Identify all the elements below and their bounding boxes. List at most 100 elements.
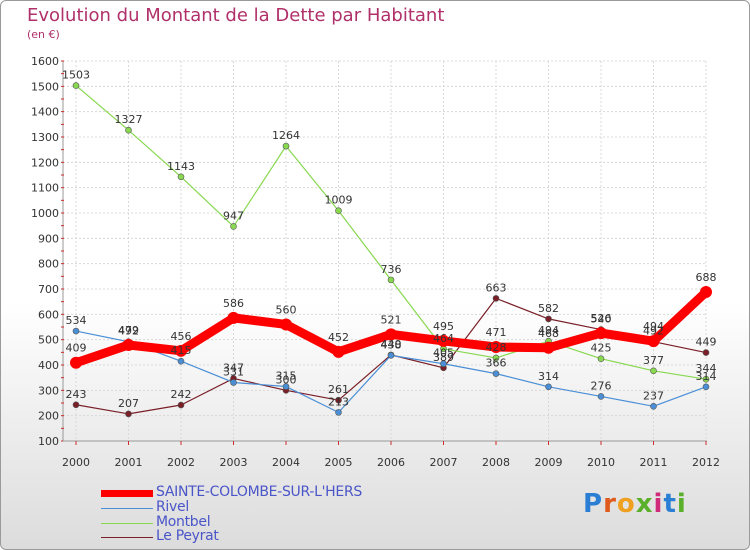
data-label-le-peyrat: 440 [381, 338, 402, 351]
data-point-montbel [282, 142, 290, 150]
data-label-sainte-colombe: 468 [538, 327, 559, 340]
data-label-rivel: 405 [433, 347, 454, 360]
data-label-montbel: 736 [381, 263, 402, 276]
logo-letter: x [635, 489, 654, 519]
data-point-sainte-colombe [595, 327, 607, 340]
y-tick-label: 900 [38, 232, 59, 245]
data-label-sainte-colombe: 688 [696, 271, 717, 284]
data-label-le-peyrat: 492 [643, 325, 664, 338]
data-label-rivel: 415 [171, 344, 192, 357]
legend-label-le-peyrat: Le Peyrat [156, 528, 219, 544]
data-point-rivel [72, 327, 80, 335]
legend-label-montbel: Montbel [156, 514, 211, 530]
data-label-rivel: 237 [643, 389, 664, 402]
data-label-montbel: 1143 [167, 160, 195, 173]
x-tick-label: 2000 [62, 456, 90, 469]
data-label-rivel: 438 [381, 338, 402, 351]
data-label-le-peyrat: 243 [66, 388, 87, 401]
x-tick-label: 2010 [587, 456, 615, 469]
data-label-montbel: 1503 [62, 69, 90, 82]
data-point-sainte-colombe [122, 338, 135, 351]
x-tick-label: 2004 [272, 456, 300, 469]
data-point-montbel [230, 223, 237, 230]
data-label-le-peyrat: 242 [171, 388, 192, 401]
data-label-montbel: 464 [433, 332, 454, 345]
logo-letter: i [676, 489, 687, 519]
data-point-le-peyrat [492, 295, 500, 302]
y-tick-label: 100 [38, 435, 59, 448]
data-label-sainte-colombe: 560 [276, 303, 297, 316]
data-point-rivel [492, 370, 500, 377]
data-label-sainte-colombe: 409 [66, 342, 87, 355]
data-label-le-peyrat: 449 [696, 336, 717, 349]
data-point-montbel [125, 126, 132, 134]
data-point-rivel [177, 357, 185, 365]
data-point-sainte-colombe [175, 344, 187, 357]
data-label-sainte-colombe: 494 [643, 320, 664, 333]
data-point-sainte-colombe [332, 345, 345, 358]
data-label-sainte-colombe: 456 [171, 330, 192, 343]
data-point-montbel [335, 207, 342, 215]
data-point-le-peyrat [335, 396, 342, 404]
data-point-rivel [597, 393, 605, 400]
data-point-montbel [387, 276, 395, 284]
data-label-sainte-colombe: 479 [118, 324, 139, 337]
y-tick-label: 1600 [31, 55, 59, 68]
data-point-sainte-colombe [647, 335, 660, 348]
x-tick-label: 2012 [692, 456, 720, 469]
data-label-montbel: 494 [538, 324, 559, 337]
data-label-sainte-colombe: 495 [433, 320, 454, 333]
data-point-sainte-colombe [437, 334, 450, 347]
chart-title: Evolution du Montant de la Dette par Hab… [27, 5, 445, 26]
x-tick-label: 2009 [535, 456, 563, 469]
data-label-montbel: 428 [486, 341, 507, 354]
data-label-rivel: 213 [328, 395, 349, 408]
legend-item-sainte-colombe: SAINTE-COLOMBE-SUR-L'HERS [101, 485, 421, 500]
data-point-sainte-colombe [280, 318, 292, 331]
y-tick-label: 700 [38, 283, 59, 296]
data-label-le-peyrat: 663 [486, 281, 507, 294]
y-tick-label: 1300 [31, 131, 59, 144]
y-tick-label: 400 [38, 359, 59, 372]
data-label-rivel: 276 [591, 379, 612, 392]
data-point-le-peyrat [545, 315, 552, 323]
data-point-le-peyrat [702, 349, 710, 356]
data-point-montbel [702, 375, 710, 383]
y-tick-label: 200 [38, 410, 59, 423]
data-point-rivel [650, 402, 657, 410]
data-point-montbel [492, 354, 500, 362]
data-label-sainte-colombe: 471 [486, 326, 507, 339]
data-label-sainte-colombe: 526 [591, 312, 612, 325]
legend-swatch-sainte-colombe [101, 490, 153, 497]
data-label-montbel: 377 [643, 354, 664, 367]
x-tick-label: 2007 [430, 456, 458, 469]
data-label-montbel: 947 [223, 209, 244, 222]
data-label-le-peyrat: 207 [118, 397, 139, 410]
data-point-le-peyrat [177, 401, 185, 409]
data-point-rivel [335, 409, 342, 416]
data-point-sainte-colombe [70, 356, 82, 369]
data-label-rivel: 366 [486, 357, 507, 370]
y-tick-label: 1200 [31, 156, 59, 169]
data-label-sainte-colombe: 521 [381, 313, 402, 326]
data-point-sainte-colombe [385, 328, 397, 341]
logo-letter: i [653, 489, 664, 519]
data-label-le-peyrat: 261 [328, 383, 349, 396]
data-label-montbel: 425 [591, 342, 612, 355]
data-point-rivel [545, 383, 552, 391]
y-tick-label: 500 [38, 334, 59, 347]
data-label-montbel: 1009 [325, 194, 353, 207]
x-tick-label: 2005 [325, 456, 353, 469]
data-label-sainte-colombe: 586 [223, 297, 244, 310]
logo-letter: o [616, 489, 636, 519]
legend-item-montbel: Montbel [101, 514, 421, 530]
data-point-sainte-colombe [227, 311, 240, 324]
data-label-montbel: 1264 [272, 129, 300, 142]
y-tick-label: 1500 [31, 80, 59, 93]
data-label-rivel: 534 [66, 314, 87, 327]
legend-item-rivel: Rivel [101, 500, 421, 515]
x-tick-label: 2003 [220, 456, 248, 469]
data-point-montbel [177, 173, 185, 181]
data-point-sainte-colombe [490, 341, 502, 354]
